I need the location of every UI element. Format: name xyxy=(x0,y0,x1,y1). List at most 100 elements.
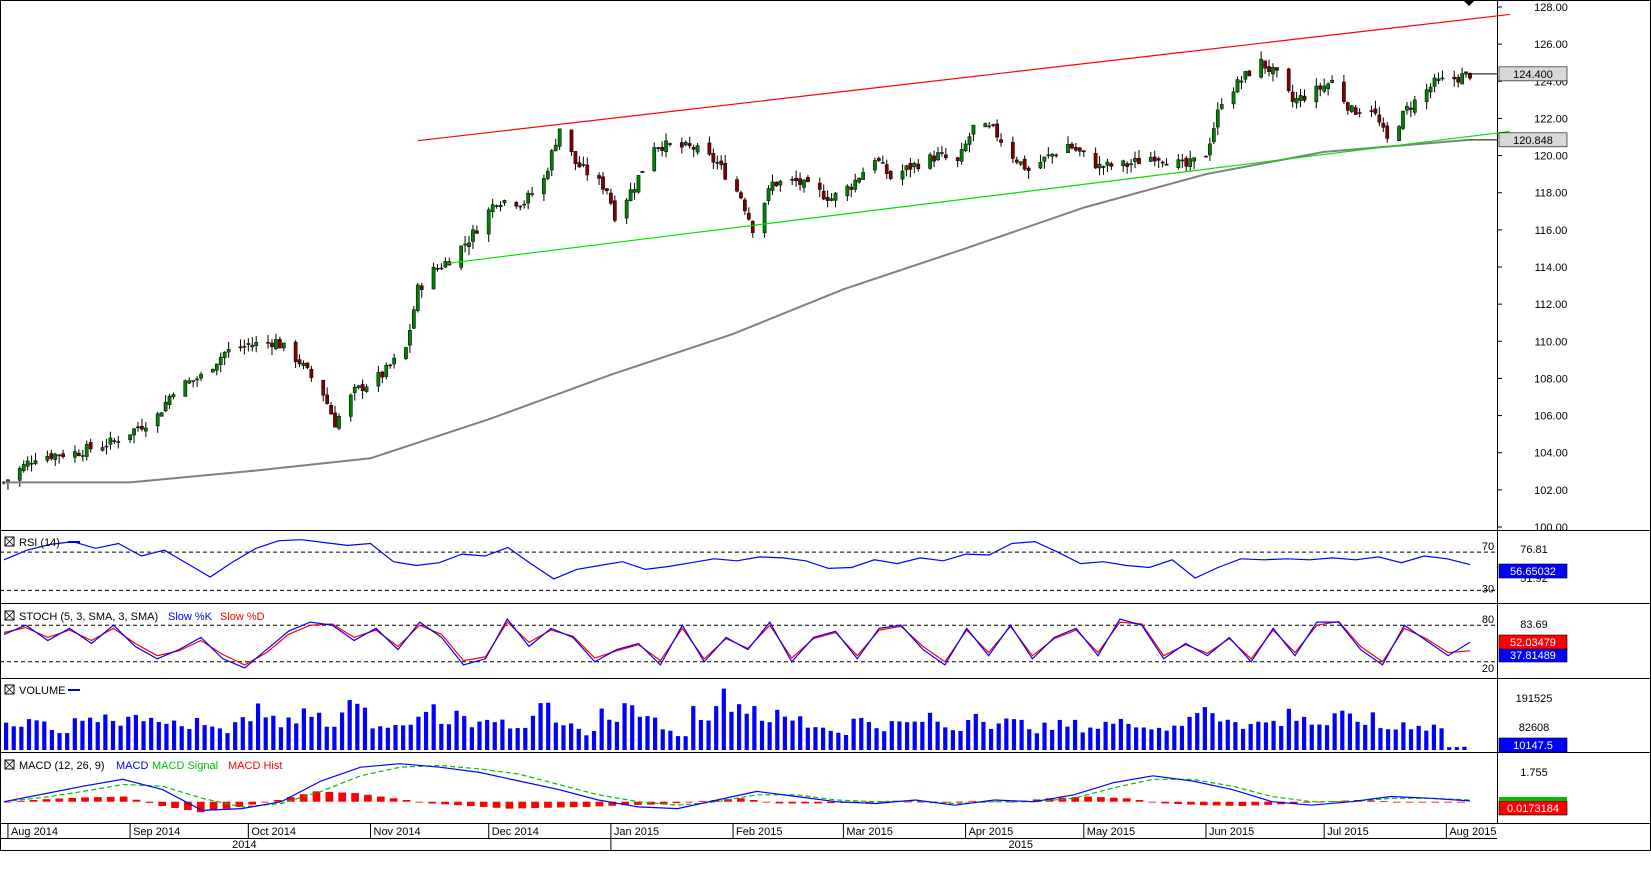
volume-bar xyxy=(790,720,795,750)
macd-hist-bar xyxy=(672,801,681,804)
candle-body xyxy=(29,463,34,465)
rsi-line xyxy=(3,539,1471,580)
macd-hist-bar xyxy=(917,801,925,803)
macd-hist-bar xyxy=(1109,797,1118,802)
candle-body xyxy=(1271,67,1275,75)
volume-bar xyxy=(675,736,681,750)
macd-hist-bar xyxy=(724,799,732,802)
macd-hist-bar xyxy=(1431,801,1440,803)
volume-bar xyxy=(1141,727,1146,750)
volume-bar xyxy=(668,730,673,750)
macd-panel[interactable] xyxy=(3,763,1471,813)
macd-hist-bar xyxy=(1367,800,1375,802)
month-label: Oct 2014 xyxy=(251,826,296,838)
volume-bar xyxy=(1134,727,1139,750)
macd-hist-bar xyxy=(634,801,642,805)
candle-body xyxy=(1456,77,1461,83)
volume-bar xyxy=(11,726,16,750)
volume-bar xyxy=(233,722,238,750)
candle-body xyxy=(806,177,810,183)
volume-bar xyxy=(1340,710,1345,750)
volume-bar xyxy=(851,718,856,750)
candle-body xyxy=(435,268,440,270)
volume-bar xyxy=(515,728,520,750)
volume-bar xyxy=(1271,720,1276,750)
volume-bar xyxy=(332,726,337,750)
volume-bar xyxy=(1355,721,1360,750)
candle-body xyxy=(155,413,160,427)
candle-body xyxy=(384,364,389,377)
volume-bar xyxy=(462,716,467,750)
stochastic-panel[interactable] xyxy=(0,618,1497,669)
volume-bar xyxy=(1225,719,1230,750)
macd-hist-bar xyxy=(955,801,964,803)
volume-bar xyxy=(546,702,551,750)
candle-body xyxy=(746,212,751,220)
candle-body xyxy=(163,401,168,412)
macd-hist-bar xyxy=(1187,801,1195,805)
candle-body xyxy=(419,285,424,290)
candle-body xyxy=(743,199,747,212)
month-label: Jun 2015 xyxy=(1209,826,1254,838)
price-panel[interactable] xyxy=(2,0,1510,490)
volume-bar xyxy=(1363,724,1368,750)
macd-hist-bar xyxy=(415,801,424,803)
candle-body xyxy=(916,163,921,170)
macd-hist-bar xyxy=(1007,801,1015,803)
macd-hist-bar xyxy=(312,791,321,802)
macd-hist-bar xyxy=(209,801,218,811)
candle-body xyxy=(61,453,65,457)
candle-body xyxy=(908,162,913,170)
candle-body xyxy=(242,346,247,348)
candle-body xyxy=(266,342,270,344)
candle-body xyxy=(1156,158,1161,161)
volume-bar xyxy=(1103,721,1108,750)
candle-body xyxy=(100,447,105,451)
candle-body xyxy=(1070,143,1074,149)
volume-bar xyxy=(401,725,406,750)
candle-body xyxy=(983,123,988,128)
candle-body xyxy=(498,205,503,208)
volume-bar xyxy=(599,708,604,750)
macd-hist-bar xyxy=(1199,801,1208,806)
price-tick-label: 108.00 xyxy=(1534,373,1568,385)
rsi-panel[interactable] xyxy=(0,539,1497,591)
candle-body xyxy=(770,181,775,191)
candle-body xyxy=(21,464,26,472)
volume-bar xyxy=(927,712,933,750)
candle-body xyxy=(293,341,298,363)
volume-bar xyxy=(141,721,146,750)
candle-body xyxy=(612,200,617,221)
macd-hist-bar xyxy=(376,796,385,802)
price-tick-label: 122.00 xyxy=(1534,113,1568,125)
volume-bar xyxy=(72,718,77,750)
volume-bar xyxy=(1218,721,1223,750)
candle-body xyxy=(57,454,62,457)
candle-body xyxy=(80,455,85,457)
candle-body xyxy=(73,451,77,458)
volume-bar xyxy=(110,720,116,750)
volume-bar xyxy=(362,707,368,750)
candle-body xyxy=(1011,141,1015,159)
volume-current-box-bg xyxy=(1498,737,1568,753)
candle-body xyxy=(431,266,436,290)
candle-body xyxy=(1263,60,1267,69)
volume-bar xyxy=(149,717,154,750)
candle-body xyxy=(794,177,798,181)
stoch-level-label: 20 xyxy=(1482,663,1494,675)
volume-bar xyxy=(4,722,9,750)
volume-bar xyxy=(454,710,459,750)
candle-body xyxy=(1018,161,1023,165)
month-label: Dec 2014 xyxy=(492,826,539,838)
macd-hist-bar xyxy=(196,801,205,813)
volume-bar xyxy=(217,728,222,750)
macd-hist-bar xyxy=(94,797,102,802)
volume-bar xyxy=(202,725,207,750)
volume-panel[interactable] xyxy=(4,688,1467,750)
month-label: May 2015 xyxy=(1087,826,1135,838)
volume-bar xyxy=(988,728,994,750)
candle-body xyxy=(1050,153,1055,157)
candle-body xyxy=(238,346,243,349)
candle-body xyxy=(1377,114,1382,123)
